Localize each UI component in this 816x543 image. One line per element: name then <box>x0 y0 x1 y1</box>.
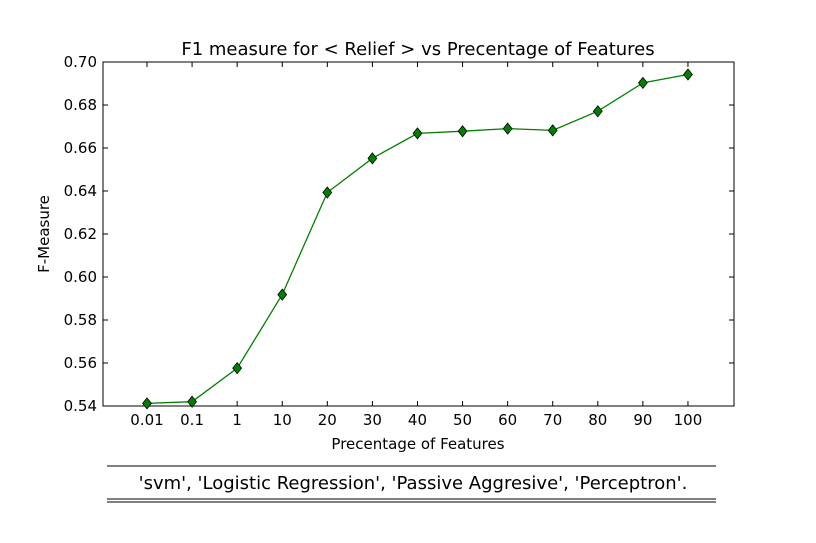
y-axis: 0.54 0.56 0.58 0.60 0.62 0.64 0.66 0.68 0.70 <box>64 53 734 415</box>
x-tick-label: 10 <box>273 411 292 429</box>
x-tick-label: 30 <box>363 411 382 429</box>
x-tick-label: 0.01 <box>130 411 163 429</box>
x-tick-label: 80 <box>588 411 607 429</box>
x-tick-label: 40 <box>408 411 427 429</box>
y-tick-label: 0.70 <box>64 53 97 71</box>
data-point <box>142 397 152 410</box>
x-tick-label: 0.1 <box>180 411 204 429</box>
plot-area-frame <box>102 61 735 407</box>
y-tick-label: 0.64 <box>64 182 97 200</box>
x-tick-label: 90 <box>633 411 652 429</box>
data-point <box>412 127 423 140</box>
y-tick-label: 0.56 <box>64 354 97 372</box>
data-point <box>592 105 603 118</box>
data-point <box>187 395 197 408</box>
x-tick-label: 70 <box>543 411 562 429</box>
x-axis-title: Precentage of Features <box>331 435 504 453</box>
data-point <box>637 76 648 89</box>
data-point <box>457 125 468 138</box>
x-axis: 0.01 0.1 1 10 20 30 40 50 60 70 80 90 100 <box>130 62 702 429</box>
data-point <box>277 288 288 301</box>
caption-text: 'svm', 'Logistic Regression', 'Passive A… <box>139 473 688 494</box>
x-tick-label: 60 <box>498 411 517 429</box>
chart-title: F1 measure for < Relief > vs Precentage … <box>181 39 654 60</box>
x-tick-label: 100 <box>674 411 703 429</box>
data-point <box>367 152 378 165</box>
data-point <box>502 122 513 135</box>
data-point <box>322 186 333 199</box>
series-markers <box>142 68 693 410</box>
x-tick-label: 20 <box>318 411 337 429</box>
data-point <box>232 362 243 375</box>
y-tick-label: 0.62 <box>64 225 97 243</box>
y-tick-label: 0.66 <box>64 139 97 157</box>
y-tick-label: 0.68 <box>64 96 97 114</box>
data-point <box>547 124 558 137</box>
x-tick-label: 1 <box>232 411 242 429</box>
series-line <box>146 73 689 405</box>
data-point <box>683 68 693 81</box>
y-tick-label: 0.60 <box>64 268 97 286</box>
x-tick-label: 50 <box>453 411 472 429</box>
y-tick-label: 0.54 <box>64 397 97 415</box>
y-tick-label: 0.58 <box>64 311 97 329</box>
caption-table: 'svm', 'Logistic Regression', 'Passive A… <box>107 465 716 503</box>
y-axis-title: F-Measure <box>35 195 53 273</box>
